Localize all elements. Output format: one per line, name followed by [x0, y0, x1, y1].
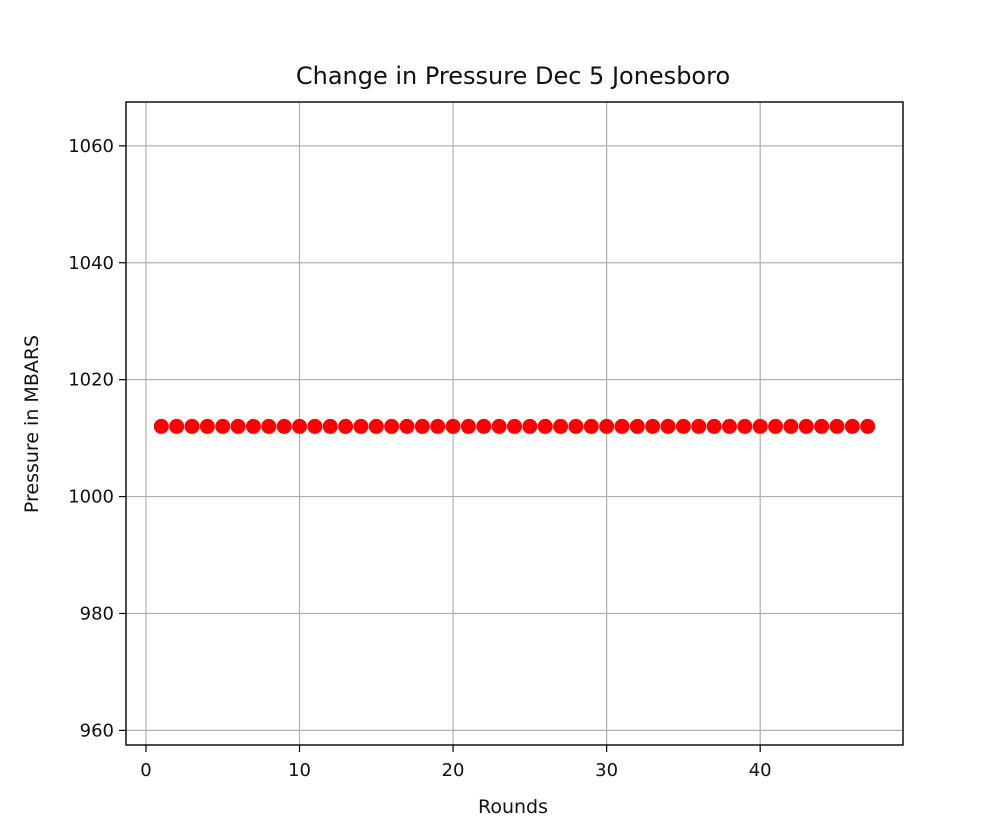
- data-point: [860, 418, 876, 434]
- chart-title: Change in Pressure Dec 5 Jonesboro: [296, 62, 730, 90]
- data-point: [430, 418, 446, 434]
- data-point: [844, 418, 860, 434]
- data-point: [645, 418, 661, 434]
- y-tick-label: 980: [80, 603, 114, 624]
- data-point: [752, 418, 768, 434]
- data-point: [460, 418, 476, 434]
- data-point: [276, 418, 292, 434]
- data-point: [307, 418, 323, 434]
- y-tick-label: 1000: [68, 487, 114, 508]
- data-point: [507, 418, 522, 434]
- data-point: [629, 418, 645, 434]
- data-point: [215, 418, 231, 434]
- data-point: [614, 418, 630, 434]
- data-point: [783, 418, 799, 434]
- data-point: [522, 418, 538, 434]
- data-point: [583, 418, 599, 434]
- data-point: [814, 418, 830, 434]
- x-tick-label: 20: [442, 760, 465, 781]
- data-point: [798, 418, 814, 434]
- x-tick-label: 0: [140, 760, 151, 781]
- data-point: [721, 418, 737, 434]
- data-point: [599, 418, 615, 434]
- data-point: [399, 418, 415, 434]
- data-point: [230, 418, 246, 434]
- data-point: [691, 418, 707, 434]
- y-tick-label: 1040: [68, 253, 114, 274]
- x-axis-label: Rounds: [478, 796, 548, 818]
- data-point: [184, 418, 200, 434]
- data-point: [169, 418, 185, 434]
- data-point: [414, 418, 430, 434]
- data-point: [491, 418, 507, 434]
- data-point: [537, 418, 553, 434]
- data-point: [353, 418, 369, 434]
- data-point: [675, 418, 691, 434]
- data-point: [476, 418, 492, 434]
- data-point: [338, 418, 354, 434]
- x-tick-label: 30: [595, 760, 618, 781]
- y-axis-label: Pressure in MBARS: [21, 335, 43, 513]
- data-point: [445, 418, 461, 434]
- x-tick-label: 10: [288, 760, 311, 781]
- y-tick-label: 1060: [68, 136, 114, 157]
- data-point: [568, 418, 584, 434]
- data-point: [553, 418, 569, 434]
- data-point: [292, 418, 308, 434]
- y-tick-label: 1020: [68, 370, 114, 391]
- data-point: [199, 418, 215, 434]
- x-tick-label: 40: [749, 760, 772, 781]
- data-point: [261, 418, 277, 434]
- data-point: [153, 418, 169, 434]
- y-tick-label: 960: [80, 720, 114, 741]
- data-point: [737, 418, 753, 434]
- data-points: [153, 418, 876, 434]
- data-point: [384, 418, 400, 434]
- data-point: [829, 418, 845, 434]
- data-point: [706, 418, 722, 434]
- plot-area-frame: [125, 101, 904, 746]
- data-point: [768, 418, 784, 434]
- data-point: [368, 418, 384, 434]
- data-point: [245, 418, 261, 434]
- data-point: [322, 418, 338, 434]
- data-point: [660, 418, 676, 434]
